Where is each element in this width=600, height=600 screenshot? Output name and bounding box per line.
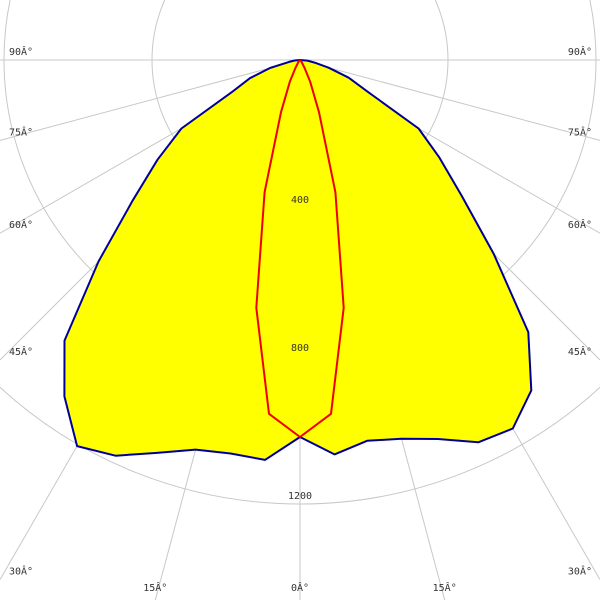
angle-label: 60Â°: [568, 218, 592, 231]
angle-label: 75Â°: [568, 125, 592, 138]
angle-label: 60Â°: [9, 218, 33, 231]
angle-label: 30Â°: [9, 565, 33, 578]
angle-label: 75Â°: [9, 125, 33, 138]
angle-label: 90Â°: [568, 45, 592, 58]
angle-label: 30Â°: [568, 565, 592, 578]
angle-label: 45Â°: [9, 345, 33, 358]
r-tick-label: 1200: [288, 491, 312, 502]
angle-label: 0Â°: [291, 581, 309, 594]
r-tick-label: 400: [291, 195, 309, 206]
angle-label: 90Â°: [9, 45, 33, 58]
grid-line: [299, 59, 600, 141]
angle-label: 45Â°: [568, 345, 592, 358]
angle-label: 15Â°: [433, 581, 457, 594]
r-tick-label: 800: [291, 343, 309, 354]
grid-line: [0, 59, 301, 141]
intensity-curve: [63, 59, 533, 461]
angle-label: 15Â°: [143, 581, 167, 594]
intensity-curve: [255, 59, 345, 438]
